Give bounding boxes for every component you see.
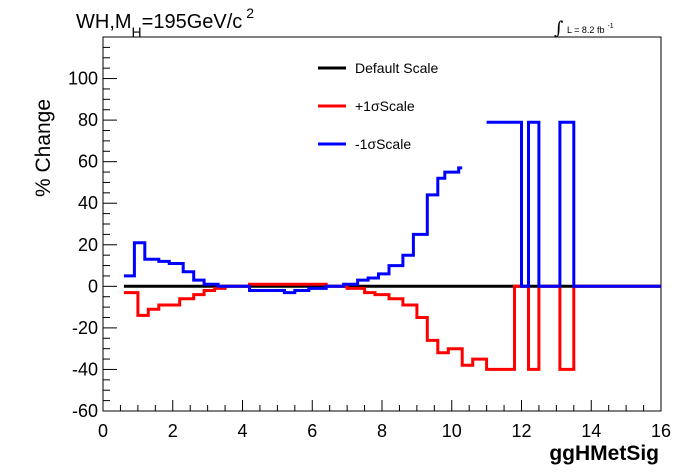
x-tick-label: 14 bbox=[581, 421, 601, 441]
x-tick-label: 0 bbox=[98, 421, 108, 441]
chart-title: WH,MH=195GeV/c 2 bbox=[76, 5, 254, 40]
chart-title-superscript: 2 bbox=[246, 5, 254, 21]
x-tick-label: 10 bbox=[442, 421, 462, 441]
y-tick-label: -20 bbox=[72, 318, 98, 338]
plot-area: 0 2 4 6 8 10 12 14 16 -60 -40 -20 0 20 40 60 80 100 bbox=[68, 36, 671, 441]
chart-title-prefix: WH,M bbox=[76, 11, 132, 33]
y-tick-label: 100 bbox=[68, 69, 98, 89]
lumi-superscript: -1 bbox=[607, 23, 613, 30]
series-line-1-scale bbox=[123, 120, 661, 295]
x-tick-label: 16 bbox=[651, 421, 671, 441]
y-axis-label: % Change bbox=[32, 99, 55, 197]
x-tick-label: 8 bbox=[377, 421, 387, 441]
lumi-text: L = 8.2 fb -1 bbox=[567, 23, 614, 35]
series-line-1-scale bbox=[123, 282, 661, 371]
y-tick-label: 60 bbox=[78, 152, 98, 172]
y-tick-label: -60 bbox=[72, 401, 98, 421]
x-tick-label: 12 bbox=[511, 421, 531, 441]
legend-label-1-scale: +1σScale bbox=[355, 98, 415, 114]
x-tick-label: 2 bbox=[168, 421, 178, 441]
chart-title-value: =195GeV/c bbox=[142, 11, 243, 33]
legend: Default Scale +1σScale -1σScale bbox=[318, 60, 438, 152]
legend-label-1-scale: -1σScale bbox=[355, 136, 411, 152]
chart-title-subscript: H bbox=[132, 24, 142, 40]
y-tick-label: -40 bbox=[72, 359, 98, 379]
legend-label-default-scale: Default Scale bbox=[355, 60, 438, 76]
lumi-integral-symbol: ∫ bbox=[554, 18, 564, 39]
y-tick-label: 80 bbox=[78, 110, 98, 130]
x-tick-label: 6 bbox=[307, 421, 317, 441]
x-tick-label: 4 bbox=[237, 421, 247, 441]
y-tick-label: 40 bbox=[78, 193, 98, 213]
lumi-label: L = 8.2 fb bbox=[567, 25, 604, 35]
y-tick-label: 0 bbox=[88, 276, 98, 296]
x-axis-label: ggHMetSig bbox=[549, 442, 659, 465]
y-tick-label: 20 bbox=[78, 235, 98, 255]
